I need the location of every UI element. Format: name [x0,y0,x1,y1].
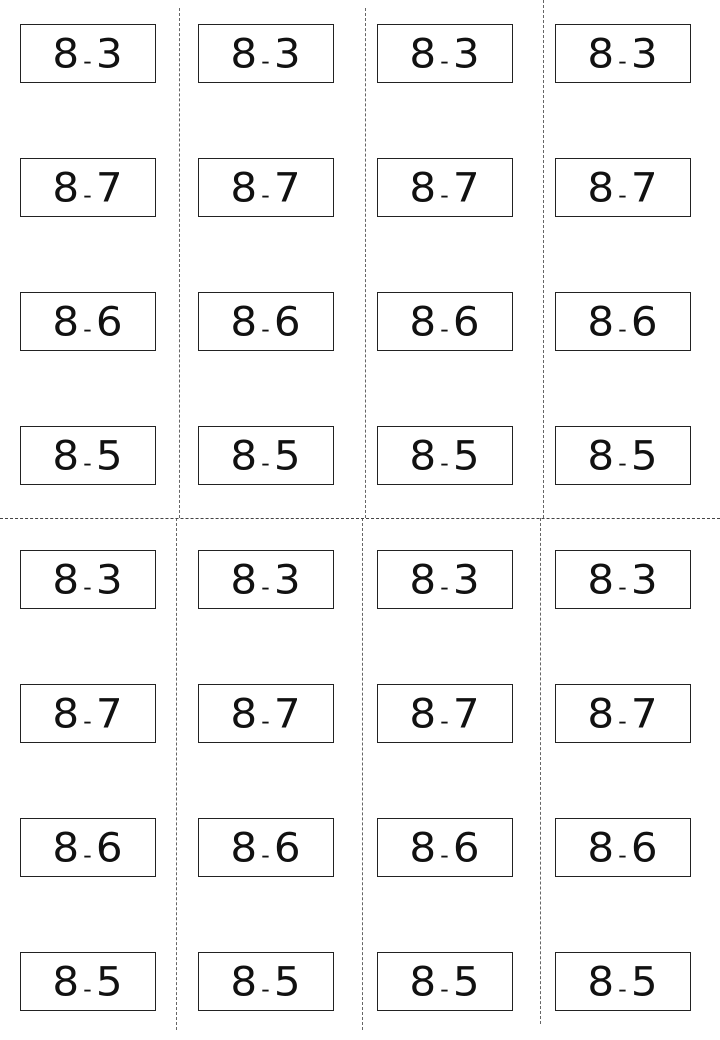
cut-line-vertical [179,8,180,518]
subtraction-expression: 8 -3 [587,555,659,603]
subtraction-expression: 8 -6 [52,823,124,871]
subtraction-expression: 8 -7 [409,689,481,737]
subtraction-expression: 8 -6 [409,297,481,345]
flashcard: 8 -7 [198,684,334,743]
subtraction-expression: 8 -5 [409,431,481,479]
subtraction-expression: 8 -7 [409,163,481,211]
flashcard: 8 -3 [20,550,156,609]
subtraction-expression: 8 -6 [230,297,302,345]
subtraction-expression: 8 -5 [52,957,124,1005]
flashcard: 8 -6 [555,818,691,877]
subtraction-expression: 8 -5 [587,957,659,1005]
cut-line-vertical [540,518,541,1024]
flashcard: 8 -5 [20,426,156,485]
subtraction-expression: 8 -7 [230,163,302,211]
flashcard: 8 -7 [555,684,691,743]
flashcard: 8 -6 [198,818,334,877]
flashcard: 8 -6 [377,292,513,351]
subtraction-expression: 8 -6 [587,823,659,871]
flashcard: 8 -5 [198,426,334,485]
flashcard: 8 -3 [198,550,334,609]
subtraction-expression: 8 -3 [230,29,302,77]
flashcard: 8 -6 [20,818,156,877]
flashcard: 8 -7 [198,158,334,217]
subtraction-expression: 8 -3 [409,555,481,603]
subtraction-expression: 8 -3 [52,555,124,603]
subtraction-expression: 8 -6 [52,297,124,345]
flashcard: 8 -6 [555,292,691,351]
subtraction-expression: 8 -3 [409,29,481,77]
cut-line-horizontal [0,518,720,519]
flashcard: 8 -3 [198,24,334,83]
cut-line-vertical [365,8,366,518]
flashcard: 8 -7 [377,684,513,743]
subtraction-expression: 8 -7 [587,689,659,737]
flashcard: 8 -5 [555,426,691,485]
subtraction-expression: 8 -3 [230,555,302,603]
subtraction-expression: 8 -6 [587,297,659,345]
flashcard: 8 -3 [555,550,691,609]
subtraction-expression: 8 -5 [230,431,302,479]
flashcard: 8 -5 [377,426,513,485]
subtraction-expression: 8 -6 [409,823,481,871]
cut-line-vertical [543,0,544,518]
flashcard: 8 -6 [198,292,334,351]
subtraction-expression: 8 -5 [52,431,124,479]
flashcard: 8 -3 [555,24,691,83]
flashcard: 8 -6 [20,292,156,351]
flashcard: 8 -3 [20,24,156,83]
subtraction-expression: 8 -3 [587,29,659,77]
flashcard: 8 -7 [20,684,156,743]
subtraction-expression: 8 -5 [409,957,481,1005]
flashcard: 8 -7 [20,158,156,217]
flashcard: 8 -7 [555,158,691,217]
flashcard: 8 -5 [555,952,691,1011]
subtraction-expression: 8 -5 [230,957,302,1005]
flashcard: 8 -5 [20,952,156,1011]
subtraction-expression: 8 -3 [52,29,124,77]
subtraction-expression: 8 -7 [587,163,659,211]
flashcard: 8 -6 [377,818,513,877]
subtraction-expression: 8 -5 [587,431,659,479]
subtraction-expression: 8 -7 [52,163,124,211]
flashcard: 8 -5 [377,952,513,1011]
flashcard: 8 -3 [377,550,513,609]
subtraction-expression: 8 -7 [52,689,124,737]
flashcard: 8 -3 [377,24,513,83]
subtraction-expression: 8 -7 [230,689,302,737]
cut-line-vertical [176,518,177,1030]
flashcard: 8 -7 [377,158,513,217]
flashcard: 8 -5 [198,952,334,1011]
subtraction-expression: 8 -6 [230,823,302,871]
cut-line-vertical [362,518,363,1030]
